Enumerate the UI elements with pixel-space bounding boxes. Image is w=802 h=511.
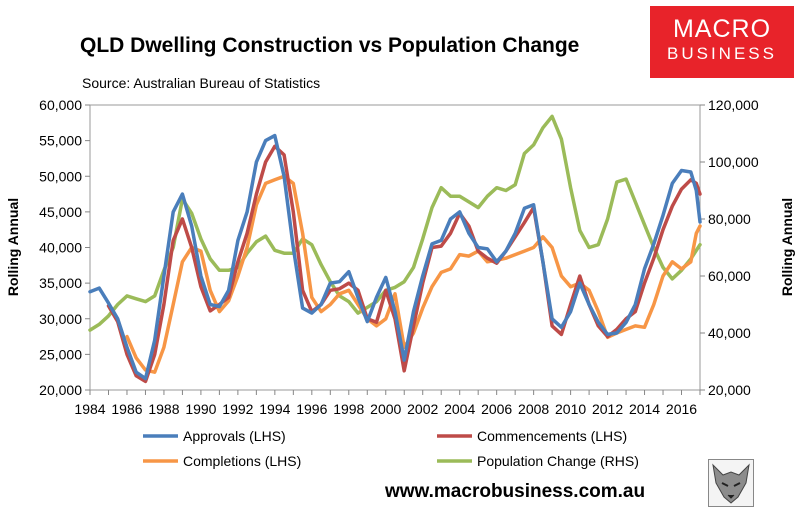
x-tick-label: 1990 <box>185 401 216 417</box>
right-tick-label: 60,000 <box>708 268 751 284</box>
legend-label: Approvals (LHS) <box>183 428 286 444</box>
x-tick-label: 1988 <box>148 401 179 417</box>
legend: Approvals (LHS) Commencements (LHS) Comple… <box>143 428 639 469</box>
series-line-approvals-lhs <box>88 133 702 381</box>
plot-area <box>89 104 701 391</box>
right-tick-label: 20,000 <box>708 382 751 398</box>
right-axis-title: Rolling Annual <box>779 198 795 296</box>
right-tick-label: 40,000 <box>708 325 751 341</box>
logo-line-1: MACRO <box>672 15 772 43</box>
chart-title: QLD Dwelling Construction vs Population … <box>80 34 580 57</box>
x-tick-label: 1986 <box>111 401 142 417</box>
x-tick-label: 2004 <box>444 401 475 417</box>
series-layer <box>88 114 702 384</box>
x-tick-label: 2014 <box>629 401 660 417</box>
series-line-population-change-rhs <box>88 114 702 332</box>
x-axis-ticks: 1984 1986 1988 1990 1992 1994 1996 1998 2000 2002… <box>74 390 701 417</box>
left-tick-label: 40,000 <box>39 240 82 256</box>
x-tick-label: 1998 <box>333 401 364 417</box>
logo-line-2: BUSINESS <box>667 44 777 63</box>
left-tick-label: 45,000 <box>39 204 82 220</box>
legend-label: Commencements (LHS) <box>477 428 627 444</box>
left-tick-label: 25,000 <box>39 346 82 362</box>
legend-label: Population Change (RHS) <box>477 453 639 469</box>
x-tick-label: 1992 <box>222 401 253 417</box>
macro-business-logo: MACRO BUSINESS <box>650 6 794 78</box>
series-line-completions-lhs <box>125 174 702 374</box>
left-tick-label: 35,000 <box>39 275 82 291</box>
left-axis-ticks: 20,000 25,000 30,000 35,000 40,000 45,000 50,0… <box>39 97 90 398</box>
x-tick-label: 2016 <box>666 401 697 417</box>
x-tick-label: 2000 <box>370 401 401 417</box>
left-axis-title: Rolling Annual <box>5 198 21 296</box>
right-tick-label: 80,000 <box>708 211 751 227</box>
x-tick-label: 1984 <box>74 401 105 417</box>
left-tick-label: 20,000 <box>39 382 82 398</box>
chart-subtitle: Source: Australian Bureau of Statistics <box>82 75 321 91</box>
x-tick-label: 1996 <box>296 401 327 417</box>
website-url: www.macrobusiness.com.au <box>385 481 646 502</box>
right-tick-label: 120,000 <box>708 97 759 113</box>
left-tick-label: 50,000 <box>39 168 82 184</box>
x-tick-label: 2012 <box>592 401 623 417</box>
right-tick-label: 100,000 <box>708 154 759 170</box>
x-tick-label: 2010 <box>555 401 586 417</box>
right-axis-ticks: 20,000 40,000 60,000 80,000 100,000 120,000 <box>700 97 759 398</box>
x-tick-label: 2006 <box>481 401 512 417</box>
x-tick-label: 2008 <box>518 401 549 417</box>
x-tick-label: 2002 <box>407 401 438 417</box>
fox-logo-icon <box>708 459 754 507</box>
legend-label: Completions (LHS) <box>183 453 301 469</box>
x-tick-label: 1994 <box>259 401 290 417</box>
left-tick-label: 30,000 <box>39 311 82 327</box>
left-tick-label: 60,000 <box>39 97 82 113</box>
left-tick-label: 55,000 <box>39 133 82 149</box>
